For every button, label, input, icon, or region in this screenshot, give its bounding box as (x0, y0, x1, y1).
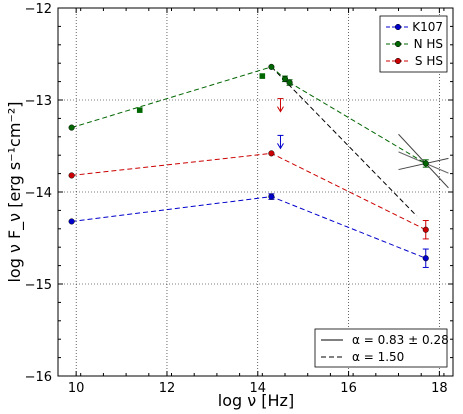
y-axis-ticks: −12 −13 −14 −15 −16 (25, 2, 453, 385)
legend-top: K107 N HS S HS (379, 15, 448, 73)
data-point (268, 150, 275, 157)
x-tick-label: 12 (159, 381, 176, 396)
legend-marker (394, 57, 402, 65)
data-point-square (259, 73, 266, 79)
legend-bottom: α = 0.83 ± 0.28 α = 1.50 (314, 328, 449, 368)
series-s-hs (68, 98, 429, 240)
y-axis-label: log ν F_ν [erg s⁻¹cm⁻²] (5, 101, 25, 282)
y-tick-label: −14 (25, 186, 52, 201)
series-layer (68, 63, 429, 268)
upper-limit-arrow (277, 106, 284, 113)
series-line (71, 66, 427, 164)
data-point (286, 79, 293, 86)
series-n-hs (68, 63, 429, 168)
legend-label: N HS (414, 37, 443, 51)
grid (58, 7, 453, 377)
legend-marker (394, 40, 402, 48)
fit-line-alpha-1-50 (271, 66, 418, 217)
legend-label: S HS (415, 54, 443, 68)
data-point (68, 172, 75, 179)
x-tick-label: 16 (340, 381, 357, 396)
data-point (68, 124, 75, 131)
data-point (422, 160, 429, 167)
butterfly-line (398, 133, 449, 189)
y-tick-label: −15 (25, 278, 52, 293)
x-axis-label: log ν [Hz] (218, 391, 294, 410)
legend-marker (394, 23, 402, 31)
legend-bottom-box (314, 328, 448, 368)
data-point (422, 255, 429, 262)
legend-label: K107 (412, 20, 443, 34)
upper-limit-arrow (277, 143, 284, 150)
series-line (71, 152, 426, 231)
x-tick-label: 18 (431, 381, 448, 396)
y-tick-label: −13 (25, 94, 52, 109)
series-line (71, 196, 426, 259)
data-point (268, 193, 275, 200)
data-point (281, 75, 289, 82)
y-tick-label: −12 (25, 2, 52, 17)
legend-fit-label: α = 0.83 ± 0.28 (352, 333, 449, 347)
legend-top-box (379, 15, 448, 73)
y-tick-label: −16 (25, 370, 52, 385)
plot-frame (57, 7, 454, 377)
x-tick-label: 10 (68, 381, 85, 396)
data-point (68, 218, 75, 225)
x-tick-label: 14 (249, 381, 266, 396)
fit-lines (271, 66, 449, 217)
legend-fit-label: α = 1.50 (352, 350, 404, 364)
data-point (268, 63, 275, 70)
data-point-square (136, 107, 143, 113)
data-point (422, 226, 429, 233)
series-k107 (68, 134, 429, 268)
